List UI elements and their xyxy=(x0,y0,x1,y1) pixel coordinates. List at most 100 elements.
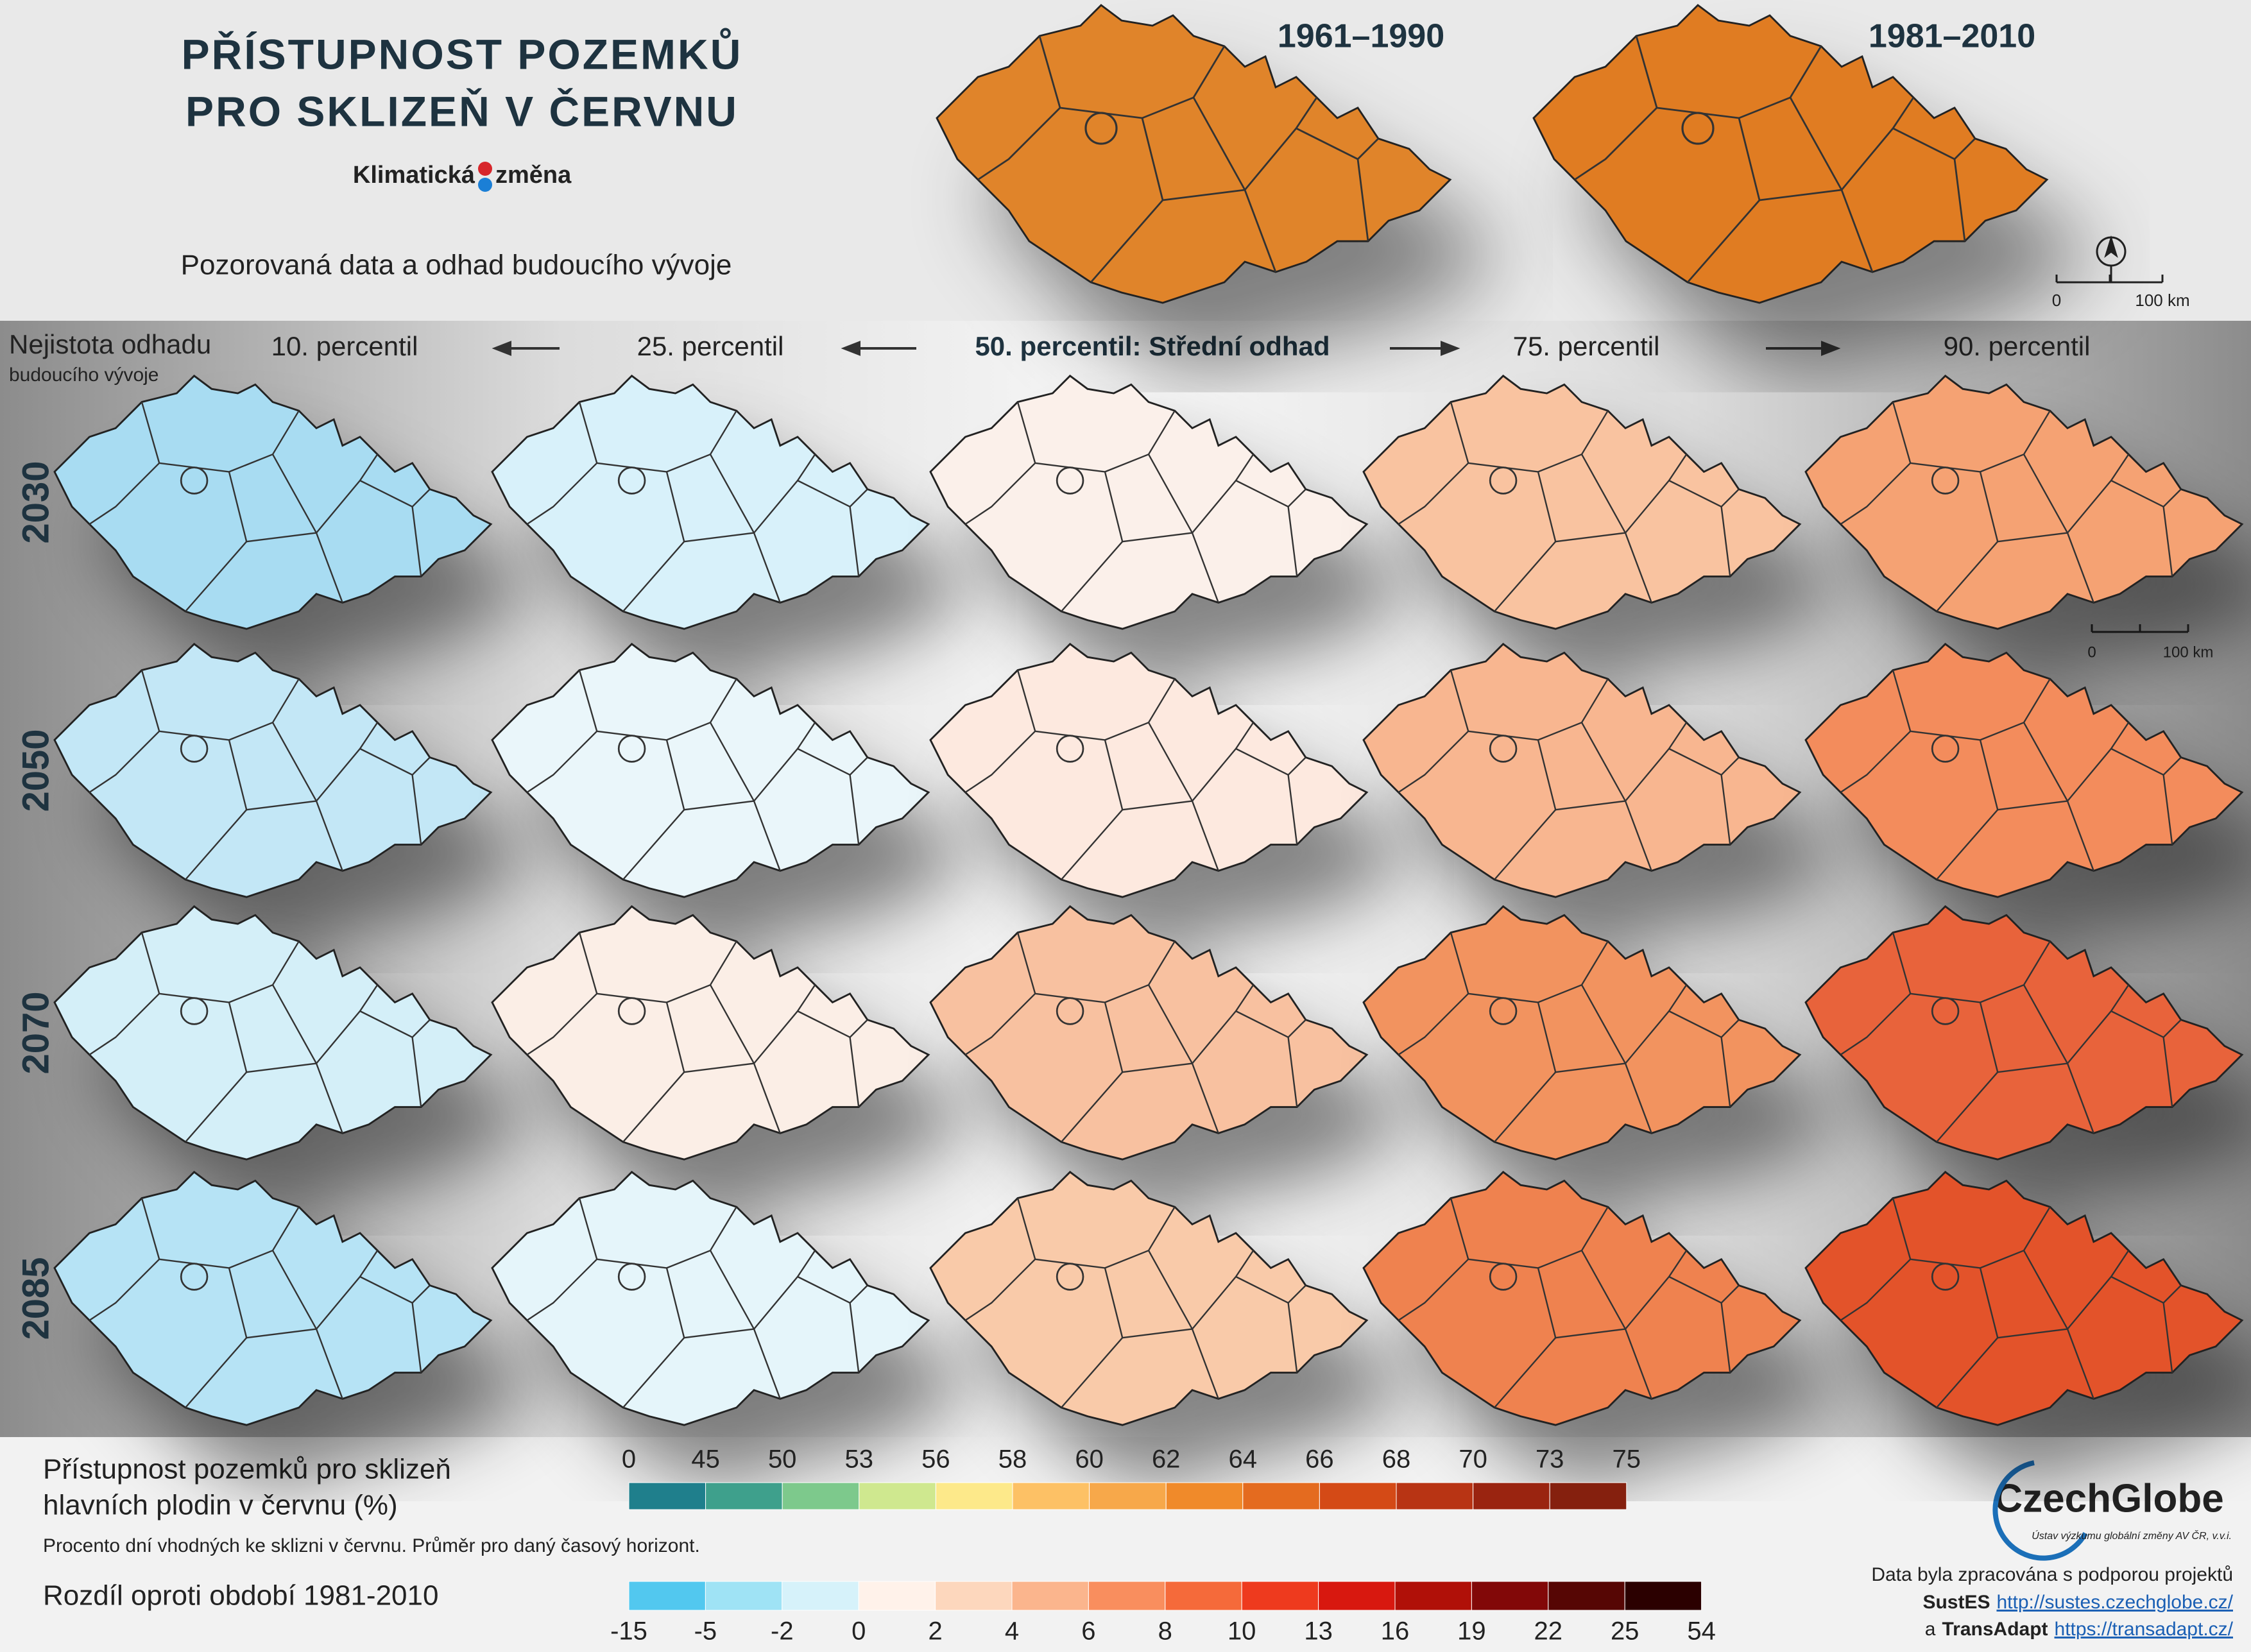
region-border xyxy=(411,774,422,845)
region-border xyxy=(1061,1002,1124,1143)
subtitle: Pozorovaná data a odhad budoucího vývoje xyxy=(181,250,732,281)
project-link[interactable]: https://transadapt.cz/ xyxy=(2055,1619,2234,1640)
scenario-map xyxy=(929,1170,1369,1426)
region-border xyxy=(1061,740,1124,880)
map-shape xyxy=(929,1170,1369,1426)
scenario-map xyxy=(929,642,1369,898)
logo-text: Czech xyxy=(1994,1476,2111,1520)
region-border xyxy=(753,1250,816,1330)
legend-swatch xyxy=(1394,1581,1472,1611)
legend-tick: 53 xyxy=(845,1445,874,1474)
period-label: 1981–2010 xyxy=(1869,18,2035,55)
region-border xyxy=(185,472,248,612)
region-border xyxy=(753,984,816,1064)
legend-swatch xyxy=(1165,1581,1242,1611)
legend-tick: 8 xyxy=(1158,1617,1172,1646)
region-border xyxy=(271,722,318,802)
region-border xyxy=(1580,1250,1627,1330)
map-shape xyxy=(1362,642,1802,898)
year-label: 2070 xyxy=(15,991,56,1074)
legend-tick: 2 xyxy=(928,1617,942,1646)
region-border xyxy=(622,1002,685,1143)
prague xyxy=(1489,735,1518,763)
region-border xyxy=(1357,158,1369,242)
region-border xyxy=(1998,1062,2094,1134)
region-border xyxy=(1287,774,1298,845)
prague xyxy=(180,1263,209,1291)
region-border xyxy=(526,402,598,525)
region-border xyxy=(849,774,860,845)
region-border xyxy=(1147,722,1194,802)
region-border xyxy=(1192,1250,1254,1330)
map-shape xyxy=(491,374,930,630)
region-border xyxy=(1580,722,1627,802)
map-shape xyxy=(1804,905,2244,1161)
percentile-label: 50. percentil: Střední odhad xyxy=(975,331,1330,361)
legend-swatch xyxy=(1012,1482,1090,1510)
prague xyxy=(180,466,209,495)
region-border xyxy=(411,1302,422,1373)
prague xyxy=(1681,112,1715,145)
prague xyxy=(1931,466,1960,495)
region-border xyxy=(964,402,1036,525)
region-border xyxy=(1494,740,1557,880)
year-label: 2030 xyxy=(15,461,56,543)
region-border xyxy=(2023,722,2069,802)
scenario-map xyxy=(1362,642,1802,898)
region-border xyxy=(1998,1328,2094,1399)
scenario-map xyxy=(929,905,1369,1161)
prague xyxy=(180,735,209,763)
region-border xyxy=(1574,35,1658,181)
prague xyxy=(1489,1263,1518,1291)
region-border xyxy=(1235,1010,1306,1039)
project-url[interactable]: http://sustes.czechglobe.cz/ xyxy=(1996,1592,2233,1613)
brand: změna xyxy=(495,162,572,189)
region-border xyxy=(2023,984,2069,1064)
uncertainty-title: Nejistota odhadu xyxy=(9,329,211,359)
legend-tick: 0 xyxy=(852,1617,866,1646)
region-border xyxy=(1287,1037,1298,1107)
region-border xyxy=(709,1250,755,1330)
region-border xyxy=(1061,472,1124,612)
credits: http://sustes.czechglobe.cz/SustES https:… xyxy=(1922,1592,2233,1640)
region-border xyxy=(246,1328,343,1399)
region-border xyxy=(1840,1198,1912,1321)
region-border xyxy=(964,1198,1036,1321)
project-url[interactable]: https://transadapt.cz/ xyxy=(2055,1619,2234,1640)
region-border xyxy=(1235,1275,1306,1304)
scale-label: 100 km xyxy=(2163,643,2214,661)
legend-tick: 70 xyxy=(1459,1445,1487,1474)
region-border xyxy=(89,932,160,1055)
prague xyxy=(1489,997,1518,1025)
region-border xyxy=(2067,1250,2130,1330)
region-border xyxy=(797,1275,868,1304)
legend-swatch xyxy=(859,1482,936,1510)
region-border xyxy=(1494,1002,1557,1143)
project-link[interactable]: http://sustes.czechglobe.cz/ xyxy=(1996,1592,2233,1613)
prague xyxy=(617,735,646,763)
region-border xyxy=(2162,1302,2173,1373)
scenario-map xyxy=(1804,1170,2244,1426)
region-border xyxy=(709,984,755,1064)
region-border xyxy=(1398,670,1469,793)
prague xyxy=(1056,1263,1084,1291)
region-border xyxy=(1580,984,1627,1064)
region-border xyxy=(1936,472,1999,612)
region-border xyxy=(526,932,598,1055)
prague xyxy=(1931,735,1960,763)
map-shape xyxy=(53,374,493,630)
map-shape xyxy=(1804,642,2244,898)
region-border xyxy=(1398,1198,1469,1321)
legend-swatch xyxy=(1011,1581,1089,1611)
map-shape xyxy=(1804,1170,2244,1426)
region-border xyxy=(1192,984,1254,1064)
logo-arc xyxy=(1992,1460,2088,1561)
region-border xyxy=(1287,1302,1298,1373)
legend-tick: 0 xyxy=(622,1445,636,1474)
region-border xyxy=(1147,984,1194,1064)
region-border xyxy=(2023,1250,2069,1330)
scenario-map xyxy=(53,1170,493,1426)
region-border xyxy=(849,506,860,577)
region-border xyxy=(622,472,685,612)
